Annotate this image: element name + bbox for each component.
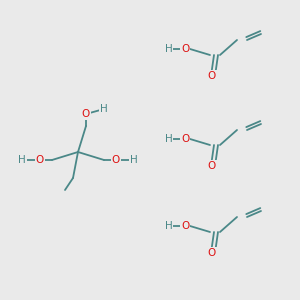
Text: O: O (112, 155, 120, 165)
Text: H: H (130, 155, 138, 165)
Text: H: H (100, 104, 108, 114)
Text: H: H (165, 221, 172, 231)
Text: O: O (82, 109, 90, 119)
Text: H: H (18, 155, 26, 165)
Text: O: O (181, 44, 189, 54)
Text: O: O (181, 221, 189, 231)
Text: H: H (165, 134, 172, 144)
Text: O: O (181, 134, 189, 144)
Text: O: O (208, 71, 216, 81)
Text: H: H (165, 44, 172, 54)
Text: O: O (208, 161, 216, 171)
Text: O: O (36, 155, 44, 165)
Text: O: O (208, 248, 216, 258)
